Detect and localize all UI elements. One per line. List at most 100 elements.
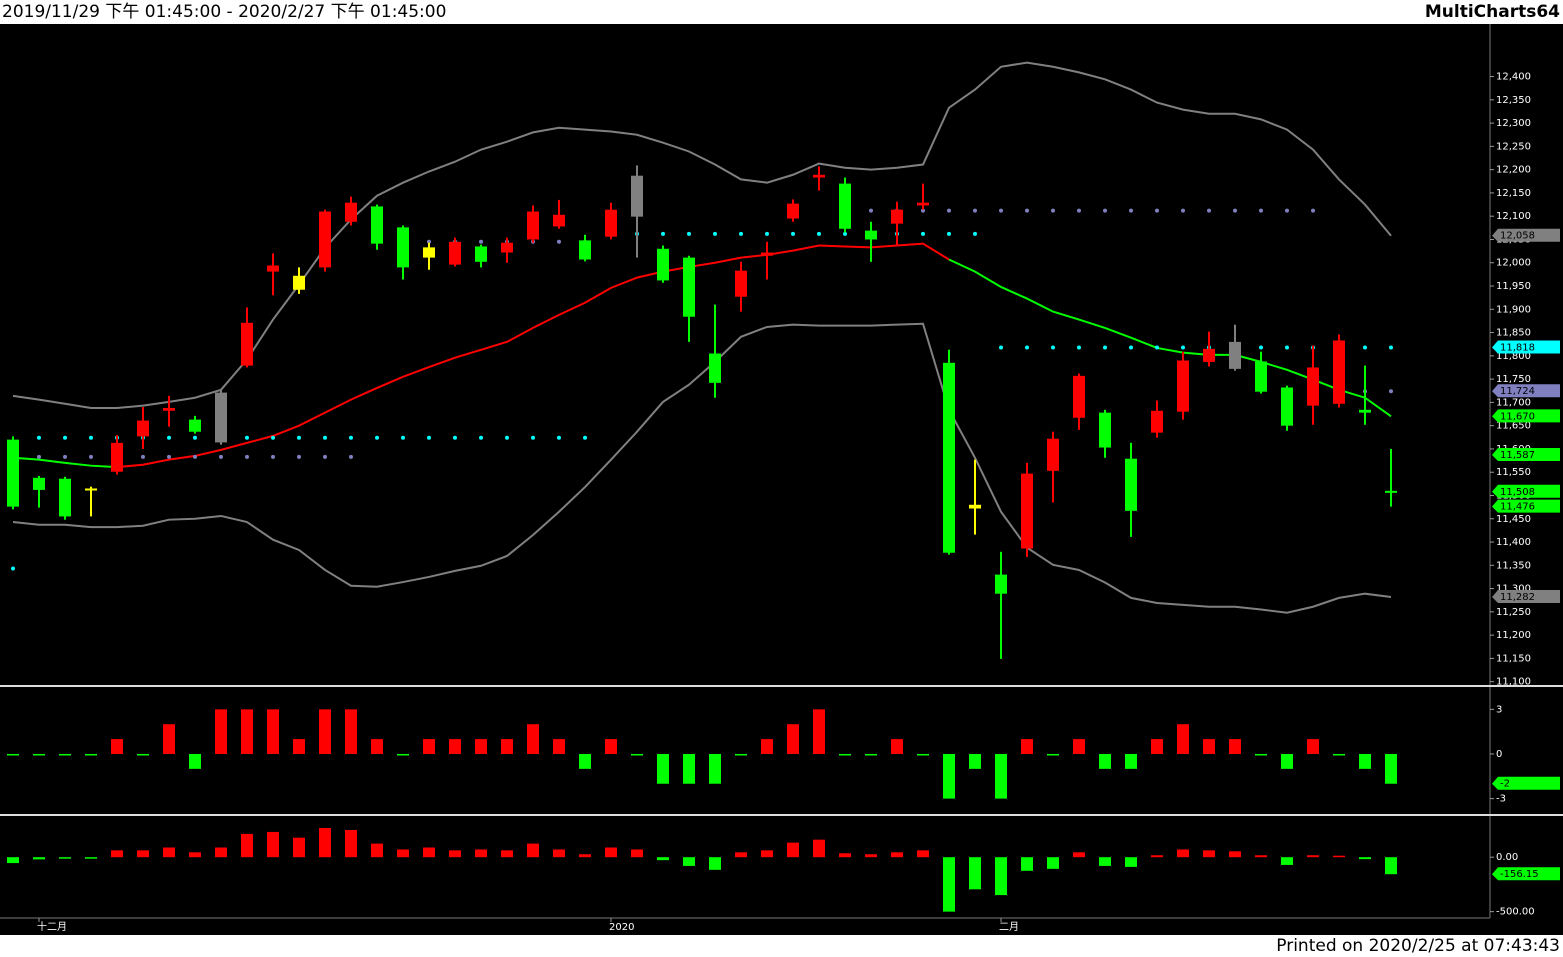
indicator-bar: [1177, 724, 1189, 754]
level-dot: [37, 454, 41, 459]
indicator-bar: [1307, 739, 1319, 754]
level-dot: [245, 454, 249, 459]
y-tick-label: 12,400: [1496, 72, 1531, 83]
candle-body: [1099, 412, 1111, 448]
level-dot: [297, 435, 301, 440]
indicator-bar: [683, 753, 695, 784]
price-marker-label: 11,476: [1500, 502, 1535, 513]
indicator-bar: [1021, 739, 1033, 754]
indicator-bar: [735, 852, 747, 858]
level-dot: [1077, 345, 1081, 350]
indicator-bar: [761, 850, 773, 858]
y-tick-label: 11,350: [1496, 560, 1531, 571]
indicator-bar: [735, 753, 747, 756]
level-dot: [817, 231, 821, 236]
level-dot: [661, 231, 665, 236]
level-dot: [1051, 208, 1055, 213]
indicator-bar: [995, 857, 1007, 896]
indicator-bar: [527, 843, 539, 858]
x-tick-label: 二月: [999, 921, 1019, 933]
indicator-bar: [1333, 855, 1345, 858]
indicator-bar: [501, 739, 513, 754]
indicator-bar: [865, 854, 877, 858]
indicator-bar: [527, 724, 539, 754]
price-marker: [1492, 484, 1560, 498]
band-line: [12, 322, 1392, 614]
indicator-bar: [345, 829, 357, 858]
indicator-bar: [917, 850, 929, 858]
candle-body: [163, 407, 175, 411]
y-tick-label: 11,750: [1496, 374, 1531, 385]
indicator-bar: [475, 739, 487, 754]
app-name: MultiCharts64: [1425, 2, 1560, 22]
indicator-bar: [891, 739, 903, 754]
level-dot: [1285, 208, 1289, 213]
level-dot: [505, 435, 509, 440]
indicator-bar: [293, 837, 305, 858]
candle-body: [1021, 473, 1033, 549]
level-dot: [427, 435, 431, 440]
indicator-bar: [1099, 753, 1111, 769]
level-dot: [63, 454, 67, 459]
level-dot: [245, 435, 249, 440]
candle-body: [813, 174, 825, 178]
indicator-bar: [371, 843, 383, 858]
date-range: 2019/11/29 下午 01:45:00 - 2020/2/27 下午 01…: [2, 2, 446, 22]
indicator-bar: [1099, 857, 1111, 866]
level-dot: [583, 435, 587, 440]
candle-body: [1229, 341, 1241, 369]
indicator-bar: [839, 853, 851, 858]
candle-body: [553, 214, 565, 227]
y-tick-label: 11,800: [1496, 351, 1531, 362]
level-dot: [843, 231, 847, 236]
level-dot: [193, 435, 197, 440]
indicator-bar: [1229, 739, 1241, 754]
y-tick-label: 3: [1496, 704, 1502, 715]
indicator-bar: [241, 709, 253, 754]
indicator-bar: [813, 839, 825, 858]
indicator-bar: [1255, 855, 1267, 858]
level-dot: [479, 239, 483, 244]
level-dot: [999, 345, 1003, 350]
candle-body: [787, 203, 799, 219]
level-dot: [297, 454, 301, 459]
price-marker: [1492, 589, 1560, 603]
indicator-bar: [865, 753, 877, 756]
indicator-bar: [657, 857, 669, 861]
band-line: [116, 242, 950, 469]
price-marker: [1492, 867, 1560, 881]
indicator-bar: [709, 753, 721, 784]
level-dot: [1025, 208, 1029, 213]
indicator-bar: [111, 850, 123, 858]
indicator-bar: [1281, 753, 1293, 769]
level-dot: [323, 435, 327, 440]
indicator-bar: [215, 709, 227, 754]
level-dot: [63, 435, 67, 440]
indicator-bar: [423, 739, 435, 754]
level-dot: [1363, 345, 1367, 350]
candle-body: [1307, 367, 1319, 406]
level-dot: [921, 231, 925, 236]
level-dot: [141, 454, 145, 459]
indicator-bar: [1047, 857, 1059, 869]
indicator-bar: [1073, 852, 1085, 858]
candle-body: [189, 419, 201, 432]
indicator-bar: [345, 709, 357, 754]
y-tick-label: 12,300: [1496, 118, 1531, 129]
level-dot: [349, 435, 353, 440]
level-dot: [271, 454, 275, 459]
indicator-bar: [1151, 855, 1163, 858]
level-dot: [1129, 208, 1133, 213]
candle-body: [1073, 375, 1085, 418]
candle-body: [891, 209, 903, 224]
candle-body: [397, 227, 409, 268]
indicator-bar: [371, 739, 383, 754]
indicator-bar: [969, 753, 981, 769]
candle-body: [241, 322, 253, 366]
level-dot: [1311, 208, 1315, 213]
level-dot: [557, 435, 561, 440]
y-tick-label: 12,350: [1496, 95, 1531, 106]
indicator-bar: [189, 753, 201, 769]
price-marker: [1492, 447, 1560, 461]
